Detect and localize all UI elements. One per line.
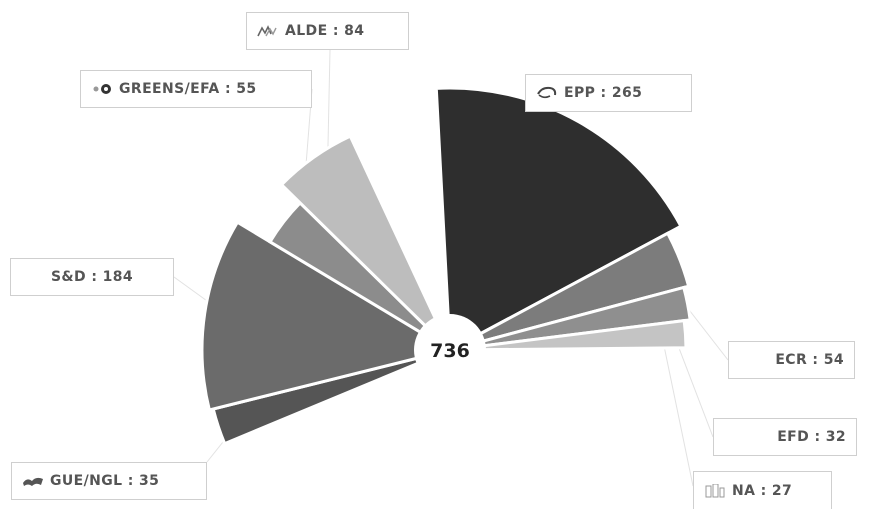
slice-label-efd: EFD : 32: [713, 418, 857, 456]
alde-logo-icon: [257, 24, 279, 38]
leader-line: [661, 335, 694, 487]
na-logo-icon: [704, 483, 726, 498]
label-text: ALDE : 84: [285, 23, 365, 39]
slice-label-s-and-d: S&D : 184: [10, 258, 174, 296]
slice-epp[interactable]: [434, 86, 683, 353]
slice-label-alde: ALDE : 84: [246, 12, 409, 50]
slice-label-ecr: ECR : 54: [728, 341, 855, 379]
slice-label-greens-efa: GREENS/EFA : 55: [80, 70, 312, 108]
gue-ngl-logo-icon: [22, 474, 44, 488]
slice-efd[interactable]: [449, 285, 692, 352]
total-seats-label: 736: [430, 340, 470, 362]
slice-label-epp: EPP : 265: [525, 74, 692, 112]
epp-logo-icon: [536, 86, 558, 100]
slice-ecr[interactable]: [449, 231, 691, 352]
label-text: GREENS/EFA : 55: [119, 81, 257, 97]
center-hole: [414, 314, 486, 386]
label-text: ECR : 54: [775, 352, 844, 368]
slice-s-d[interactable]: [200, 220, 454, 412]
greens-efa-logo-icon: [91, 82, 113, 96]
slice-label-na: NA : 27: [693, 471, 832, 509]
slice-na[interactable]: [449, 318, 688, 352]
label-text: S&D : 184: [50, 269, 134, 285]
slice-alde[interactable]: [279, 134, 452, 352]
label-text: GUE/NGL : 35: [50, 473, 160, 489]
label-text: EFD : 32: [777, 429, 846, 445]
slice-label-gue-ngl: GUE/NGL : 35: [11, 462, 207, 500]
label-text: NA : 27: [732, 482, 793, 499]
label-text: EPP : 265: [564, 85, 643, 101]
